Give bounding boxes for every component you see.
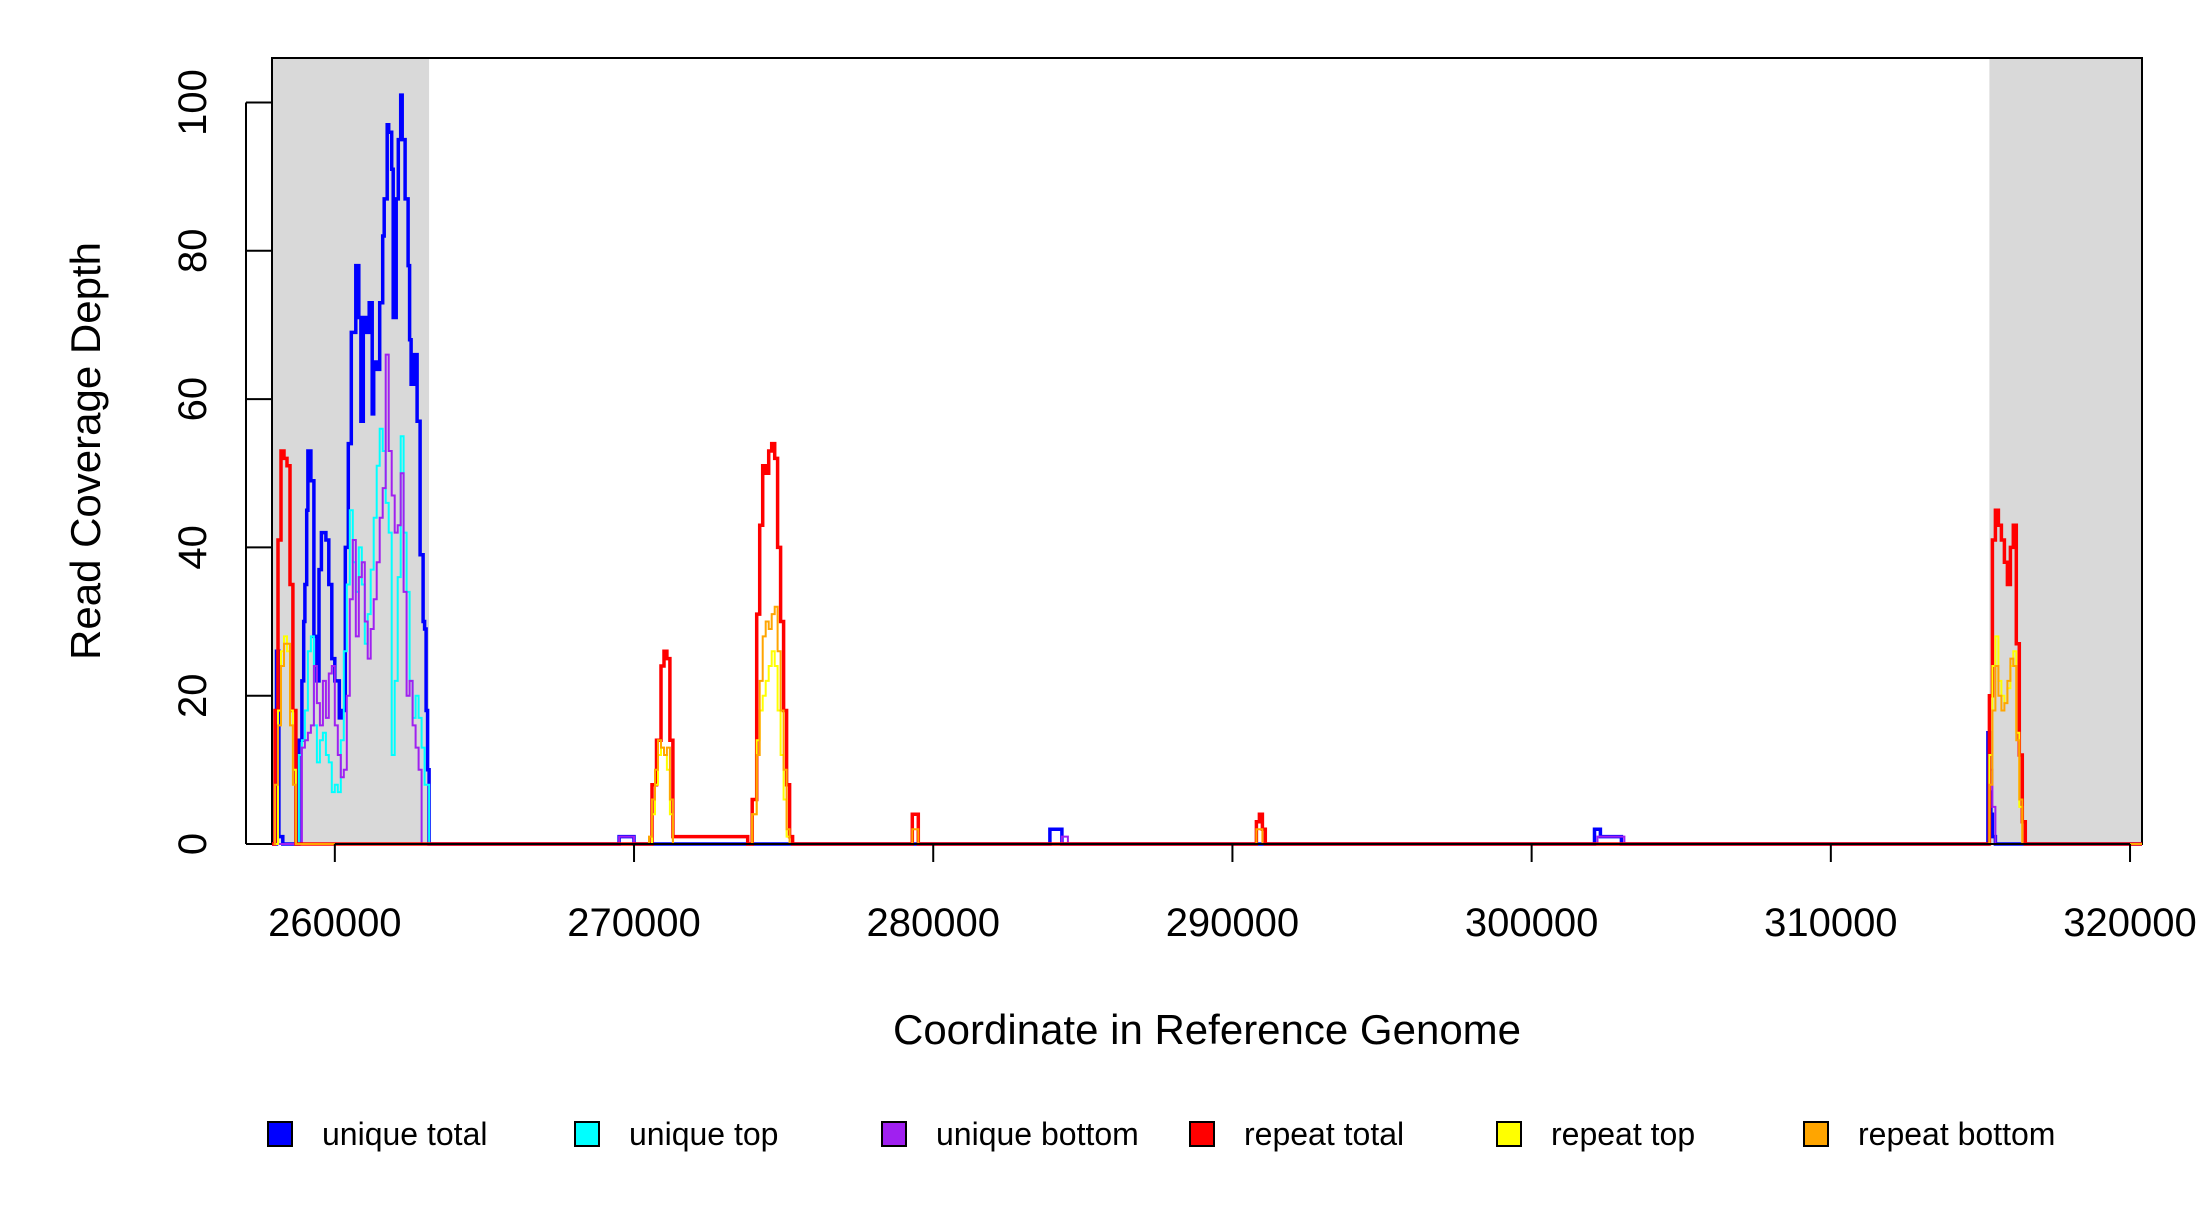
series-line-repeat-top bbox=[275, 635, 2024, 845]
shaded-regions bbox=[272, 58, 2142, 844]
y-tick-label: 60 bbox=[171, 377, 215, 422]
legend-item-unique-bottom: unique bottom bbox=[881, 1116, 1139, 1152]
legend-item-repeat-bottom: repeat bottom bbox=[1803, 1116, 2055, 1152]
legend-label: unique top bbox=[629, 1116, 778, 1152]
series-line-unique-total bbox=[272, 93, 2142, 846]
y-tick-label: 20 bbox=[171, 673, 215, 718]
legend-label: repeat total bbox=[1244, 1116, 1404, 1152]
x-tick-label: 300000 bbox=[1465, 901, 1598, 945]
x-axis: 260000 270000 280000 290000 300000 310000 3200… bbox=[268, 843, 2197, 945]
legend-item-repeat-total: repeat total bbox=[1189, 1116, 1404, 1152]
x-tick-label: 320000 bbox=[2063, 901, 2196, 945]
legend-swatch bbox=[1496, 1121, 1522, 1147]
legend-label: unique bottom bbox=[936, 1116, 1139, 1152]
legend-swatch bbox=[574, 1121, 600, 1147]
legend-swatch bbox=[881, 1121, 907, 1147]
series-line-unique-top bbox=[281, 427, 431, 845]
legend-swatch bbox=[1803, 1121, 1829, 1147]
y-tick-label: 40 bbox=[171, 525, 215, 570]
x-tick-label: 290000 bbox=[1166, 901, 1299, 945]
legend-swatch bbox=[267, 1121, 293, 1147]
y-tick-label: 100 bbox=[171, 69, 215, 136]
series-line-repeat-bottom bbox=[273, 605, 2142, 845]
y-axis: 0 20 40 60 80 100 bbox=[171, 69, 272, 855]
legend: unique total unique top unique bottom repea… bbox=[267, 1116, 2055, 1152]
legend-swatch bbox=[1189, 1121, 1215, 1147]
series-line-repeat-total bbox=[272, 441, 2142, 846]
legend-label: repeat bottom bbox=[1858, 1116, 2055, 1152]
x-axis-title: Coordinate in Reference Genome bbox=[893, 1006, 1521, 1053]
legend-item-unique-top: unique top bbox=[574, 1116, 778, 1152]
y-tick-label: 80 bbox=[171, 229, 215, 274]
x-tick-label: 310000 bbox=[1764, 901, 1897, 945]
plot-frame bbox=[271, 57, 2143, 845]
shaded-region-1 bbox=[1989, 58, 2142, 844]
legend-label: unique total bbox=[322, 1116, 487, 1152]
series-lines bbox=[272, 93, 2142, 846]
x-tick-label: 280000 bbox=[866, 901, 999, 945]
legend-item-unique-total: unique total bbox=[267, 1116, 487, 1152]
legend-label: repeat top bbox=[1551, 1116, 1695, 1152]
y-tick-label: 0 bbox=[171, 833, 215, 855]
series-line-unique-bottom bbox=[273, 353, 2142, 845]
legend-item-repeat-top: repeat top bbox=[1496, 1116, 1695, 1152]
x-tick-label: 270000 bbox=[567, 901, 700, 945]
y-axis-title: Read Coverage Depth bbox=[62, 242, 109, 660]
x-tick-label: 260000 bbox=[268, 901, 401, 945]
